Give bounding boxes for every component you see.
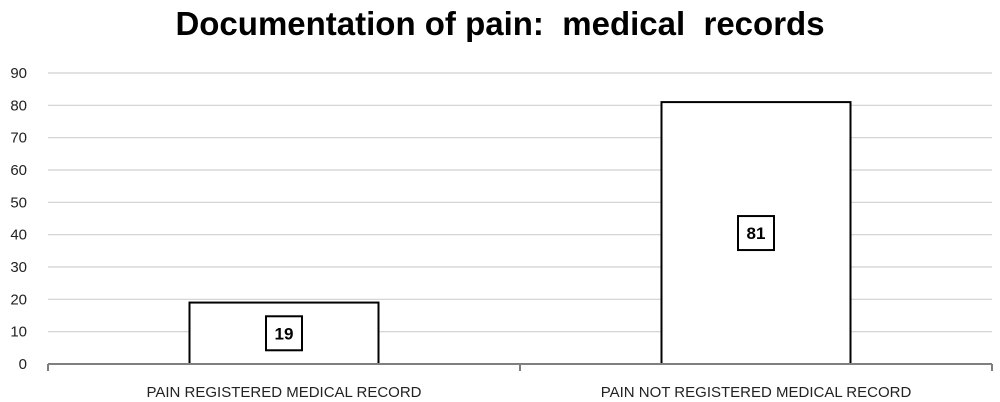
y-tick-label-0: 0	[19, 356, 27, 373]
y-tick-label-80: 80	[10, 97, 27, 114]
bars	[188, 101, 852, 366]
x-axis	[47, 363, 993, 371]
data-label-2: 81	[747, 224, 766, 243]
y-tick-label-20: 20	[10, 291, 27, 308]
y-tick-label-70: 70	[10, 130, 27, 147]
chart-title: Documentation of pain: medical records	[175, 5, 825, 42]
x-tick-label-2: PAIN NOT REGISTERED MEDICAL RECORD	[601, 384, 912, 401]
y-tick-label-40: 40	[10, 227, 27, 244]
x-axis-labels: PAIN REGISTERED MEDICAL RECORD PAIN NOT R…	[146, 384, 911, 401]
y-tick-label-90: 90	[10, 65, 27, 82]
x-tick-label-1: PAIN REGISTERED MEDICAL RECORD	[146, 384, 421, 401]
y-tick-label-10: 10	[10, 324, 27, 341]
data-label-1: 19	[275, 324, 294, 343]
y-tick-label-50: 50	[10, 194, 27, 211]
data-label-box-1	[265, 315, 303, 352]
y-axis-ticks: 0 10 20 30 40 50 60 70 80 90	[10, 65, 27, 373]
y-tick-label-60: 60	[10, 162, 27, 179]
y-tick-label-30: 30	[10, 259, 27, 276]
data-label-box-2	[737, 215, 775, 252]
